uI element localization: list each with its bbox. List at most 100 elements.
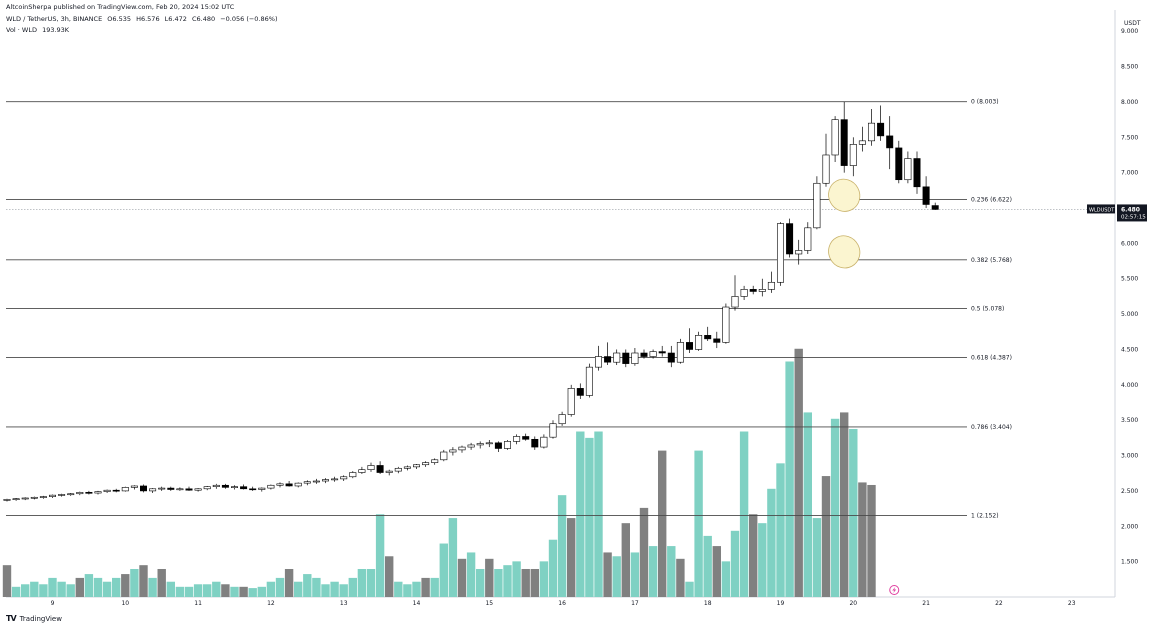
- volume-bar: [548, 539, 558, 597]
- volume-bar: [366, 568, 376, 597]
- candle-body: [931, 205, 939, 210]
- volume-bar: [348, 577, 357, 597]
- candle-body: [331, 478, 339, 481]
- candle-body: [158, 487, 166, 490]
- volume-bar: [867, 484, 876, 597]
- volume-bar: [284, 568, 294, 597]
- ohlc-low: L6.472: [164, 15, 187, 23]
- candle-body: [249, 488, 257, 491]
- x-tick-label: 14: [413, 600, 421, 607]
- candle-body: [685, 342, 693, 350]
- price-tag-symbol: WLDUSDT: [1089, 207, 1115, 213]
- candle-body: [58, 494, 66, 496]
- candle-body: [476, 443, 484, 446]
- candle-body: [704, 335, 712, 340]
- candle-body: [840, 119, 848, 166]
- candle-body: [776, 223, 784, 283]
- candle-body: [240, 486, 248, 490]
- y-tick-label: 6.000: [1121, 240, 1138, 247]
- y-tick-label: 5.000: [1121, 311, 1138, 318]
- volume-bar: [776, 463, 785, 597]
- price-tag-box: [1117, 204, 1147, 222]
- volume-bar: [730, 530, 740, 597]
- candle-body: [294, 482, 302, 487]
- volume-bar: [749, 514, 758, 597]
- volume-bar: [821, 476, 831, 597]
- candle-body: [94, 491, 102, 494]
- fib-level-label: 0.382 (5.768): [971, 257, 1012, 264]
- candle-body: [103, 489, 111, 492]
- x-tick-label: 9: [51, 600, 55, 607]
- candle-body: [149, 488, 157, 492]
- candle-body: [786, 223, 794, 255]
- x-tick-label: 12: [267, 600, 275, 607]
- volume-bar: [339, 584, 348, 597]
- volume-bar: [21, 584, 30, 597]
- candle-body: [540, 436, 548, 448]
- fib-level-label: 0.5 (5.078): [971, 306, 1004, 313]
- candle-body: [358, 469, 366, 473]
- candle-body: [558, 414, 566, 425]
- candle-body: [303, 481, 311, 484]
- candle-body: [622, 352, 630, 364]
- volume-bar: [139, 565, 148, 597]
- candle-body: [485, 442, 493, 445]
- volume-bar: [758, 523, 767, 597]
- candle-body: [594, 356, 602, 368]
- candle-body: [922, 186, 930, 205]
- candle-body: [731, 296, 739, 308]
- volume-bar: [530, 568, 539, 597]
- candle-body: [795, 250, 803, 255]
- volume-bar: [175, 586, 185, 597]
- candle-body: [76, 492, 84, 495]
- candle-body: [194, 488, 202, 491]
- volume-bar: [767, 488, 776, 597]
- candle-body: [904, 158, 912, 181]
- candle-body: [212, 484, 220, 487]
- x-tick-label: 11: [194, 600, 202, 607]
- x-tick-label: 21: [922, 600, 930, 607]
- candle-body: [221, 484, 229, 488]
- candle-body: [12, 498, 20, 500]
- candle-body: [676, 342, 684, 363]
- candle-body: [640, 352, 648, 357]
- volume-bar: [858, 482, 867, 597]
- volume-bar: [248, 588, 257, 597]
- candle-body: [849, 144, 857, 166]
- candle-body: [567, 388, 575, 415]
- candle-body: [412, 464, 420, 468]
- candle-body: [822, 154, 830, 184]
- candle-body: [258, 487, 266, 490]
- candle-body: [867, 122, 875, 142]
- candle-body: [713, 338, 721, 343]
- candle-body: [39, 496, 47, 498]
- fib-level-label: 1 (2.152): [971, 513, 999, 520]
- volume-bar: [648, 546, 658, 597]
- candle-body: [458, 446, 466, 451]
- volume-bar: [430, 577, 439, 597]
- candle-body: [631, 352, 639, 364]
- symbol-title: WLD / TetherUS, 3h, BINANCE: [6, 15, 103, 23]
- volume-bar: [403, 584, 412, 597]
- volume-bar: [721, 561, 731, 597]
- volume-bar: [357, 568, 367, 597]
- volume-line: Vol · WLD 193.93K: [6, 26, 72, 34]
- candle-body: [203, 486, 211, 490]
- candle-body: [913, 158, 921, 188]
- volume-label: Vol · WLD: [6, 26, 37, 34]
- volume-bar: [121, 574, 130, 597]
- candle-body: [649, 351, 657, 357]
- volume-bar: [30, 581, 39, 597]
- y-tick-label: 1.500: [1121, 559, 1138, 566]
- tradingview-logo-icon: TV: [6, 614, 17, 623]
- candle-body: [722, 306, 730, 343]
- candle-body: [886, 135, 894, 149]
- x-tick-label: 16: [558, 600, 566, 607]
- volume-bar: [494, 568, 503, 597]
- ohlc-change: −0.056 (−0.86%): [220, 15, 278, 23]
- fib-level-label: 0.618 (4.387): [971, 354, 1012, 361]
- candle-body: [349, 472, 357, 478]
- volume-bar: [166, 581, 175, 597]
- volume-bar: [221, 584, 230, 597]
